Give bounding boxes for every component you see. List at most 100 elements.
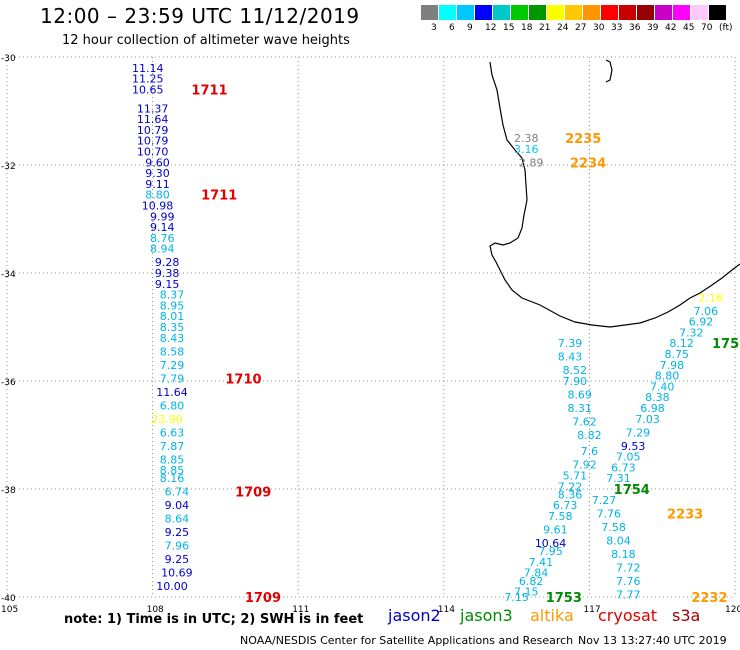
colorbar-swatch — [673, 5, 690, 20]
pass-time-label: 1710 — [225, 372, 261, 387]
wave-height-value: 6.98 — [640, 402, 665, 415]
units-note: note: 1) Time is in UTC; 2) SWH is in fe… — [64, 612, 364, 627]
colorbar-label: 24 — [557, 23, 569, 33]
colorbar-swatch — [709, 5, 726, 20]
wave-height-value: 7.29 — [626, 426, 651, 439]
wave-height-value: 7.84 — [524, 567, 549, 580]
pass-time-label: 2235 — [565, 132, 601, 147]
colorbar-swatch — [547, 5, 564, 20]
map-title: 12:00 – 23:59 UTC 11/12/2019 — [40, 4, 360, 28]
latitude-tick-label: -40 — [1, 594, 16, 604]
pass-time-label: 2233 — [667, 507, 703, 522]
satellite-legend-item: s3a — [672, 606, 701, 625]
wave-height-value: 7.27 — [592, 494, 617, 507]
pass-time-label: 2232 — [691, 591, 727, 606]
longitude-tick-label: 117 — [583, 605, 600, 615]
wave-height-value: 2.89 — [519, 156, 544, 169]
colorbar-swatch — [529, 5, 546, 20]
satellite-legend-item: jason2 — [388, 606, 441, 625]
wave-height-value: 9.30 — [145, 167, 170, 180]
colorbar-label: 21 — [539, 23, 551, 33]
wave-height-value: 23.90 — [151, 413, 183, 426]
wave-height-value: 10.65 — [132, 83, 164, 96]
wave-height-value: 7.58 — [548, 510, 573, 523]
wave-height-value: 6.82 — [519, 575, 544, 588]
wave-height-value: 8.69 — [567, 389, 592, 402]
latitude-tick-label: -34 — [1, 270, 16, 280]
wave-height-value: 7.76 — [597, 507, 622, 520]
colorbar-label: 45 — [683, 23, 695, 33]
wave-height-value: 6.74 — [165, 486, 190, 499]
wave-height-value: 7.77 — [616, 588, 641, 601]
wave-height-value: 8.01 — [160, 310, 185, 323]
wave-height-value: 7.03 — [635, 413, 660, 426]
wave-height-value: 2.16 — [698, 291, 723, 304]
wave-height-value: 10.00 — [156, 580, 188, 593]
colorbar-label: 36 — [629, 23, 641, 33]
wave-height-value: 6.63 — [160, 426, 185, 439]
colorbar-swatch — [511, 5, 528, 20]
wave-height-value: 9.28 — [155, 256, 180, 269]
wave-height-value: 8.85 — [160, 464, 185, 477]
pass-time-label: 1753 — [546, 591, 582, 606]
pass-time-label: 175 — [712, 337, 739, 352]
longitude-tick-label: 114 — [438, 605, 455, 615]
map-grid — [6, 56, 736, 598]
wave-height-value: 8.82 — [577, 429, 602, 442]
wave-height-value: 10.69 — [161, 567, 193, 580]
wave-height-value: 8.75 — [665, 348, 690, 361]
wave-height-value: 8.95 — [160, 299, 185, 312]
generation-timestamp: Nov 13 13:27:40 UTC 2019 — [578, 634, 727, 647]
wave-height-value: 11.64 — [137, 113, 169, 126]
wave-height-value: 11.37 — [137, 102, 169, 115]
wave-height-value: 7.39 — [558, 337, 583, 350]
wave-height-value: 7.29 — [160, 359, 185, 372]
wave-height-value: 8.76 — [150, 232, 175, 245]
wave-height-value: 7.90 — [563, 375, 588, 388]
wave-height-value: 9.53 — [621, 440, 646, 453]
pass-time-label: 2234 — [570, 156, 606, 171]
wave-height-value: 9.25 — [165, 526, 190, 539]
wave-height-value: 8.12 — [669, 337, 694, 350]
wave-height-value: 8.36 — [558, 488, 583, 501]
latitude-tick-label: -32 — [1, 162, 16, 172]
colorbar-label: 30 — [593, 23, 605, 33]
wave-height-value: 8.16 — [160, 472, 185, 485]
wave-height-value: 9.11 — [145, 178, 170, 191]
longitude-tick-label: 111 — [292, 605, 309, 615]
wave-height-value: 7.79 — [160, 372, 185, 385]
wave-height-value: 9.14 — [150, 221, 175, 234]
wave-height-value: 7.6 — [581, 445, 599, 458]
colorbar-label: 15 — [503, 23, 515, 33]
colorbar-swatch — [475, 5, 492, 20]
colorbar-label: 39 — [647, 23, 659, 33]
wave-height-value: 9.61 — [543, 524, 568, 537]
wave-height-value: 7.15 — [514, 586, 539, 599]
wave-height-value: 6.92 — [689, 316, 714, 329]
wave-height-value: 6.80 — [160, 399, 185, 412]
wave-height-value: 8.94 — [150, 243, 175, 256]
pass-time-labels: 1711 1711 1710 1709 1709 2235 2234 175 1754 2233 1… — [191, 83, 739, 606]
colorbar-swatch — [583, 5, 600, 20]
wave-height-value: 7.15 — [504, 591, 529, 604]
satellite-legend-item: cryosat — [598, 606, 658, 625]
pass-time-label: 1709 — [235, 486, 271, 501]
wave-height-value: 9.04 — [165, 499, 190, 512]
wave-height-value: 2.38 — [514, 132, 539, 145]
wave-height-value: 8.52 — [563, 364, 588, 377]
pass-time-label: 1711 — [191, 83, 227, 98]
colorbar-swatch — [655, 5, 672, 20]
wave-height-value: 7.98 — [660, 359, 685, 372]
pass-time-label: 1709 — [245, 591, 281, 606]
wave-height-value: 7.72 — [616, 561, 641, 574]
wave-height-value: 7.32 — [679, 326, 704, 339]
wave-height-value: 3.16 — [514, 143, 539, 156]
wave-height-value: 8.80 — [655, 370, 680, 383]
latitude-tick-label: -36 — [1, 378, 16, 388]
wave-height-value: 7.40 — [650, 380, 675, 393]
coastline — [489, 61, 740, 328]
wave-height-value: 8.37 — [160, 289, 185, 302]
wave-height-value: 10.70 — [137, 146, 169, 159]
wave-height-value: 11.14 — [132, 62, 164, 75]
